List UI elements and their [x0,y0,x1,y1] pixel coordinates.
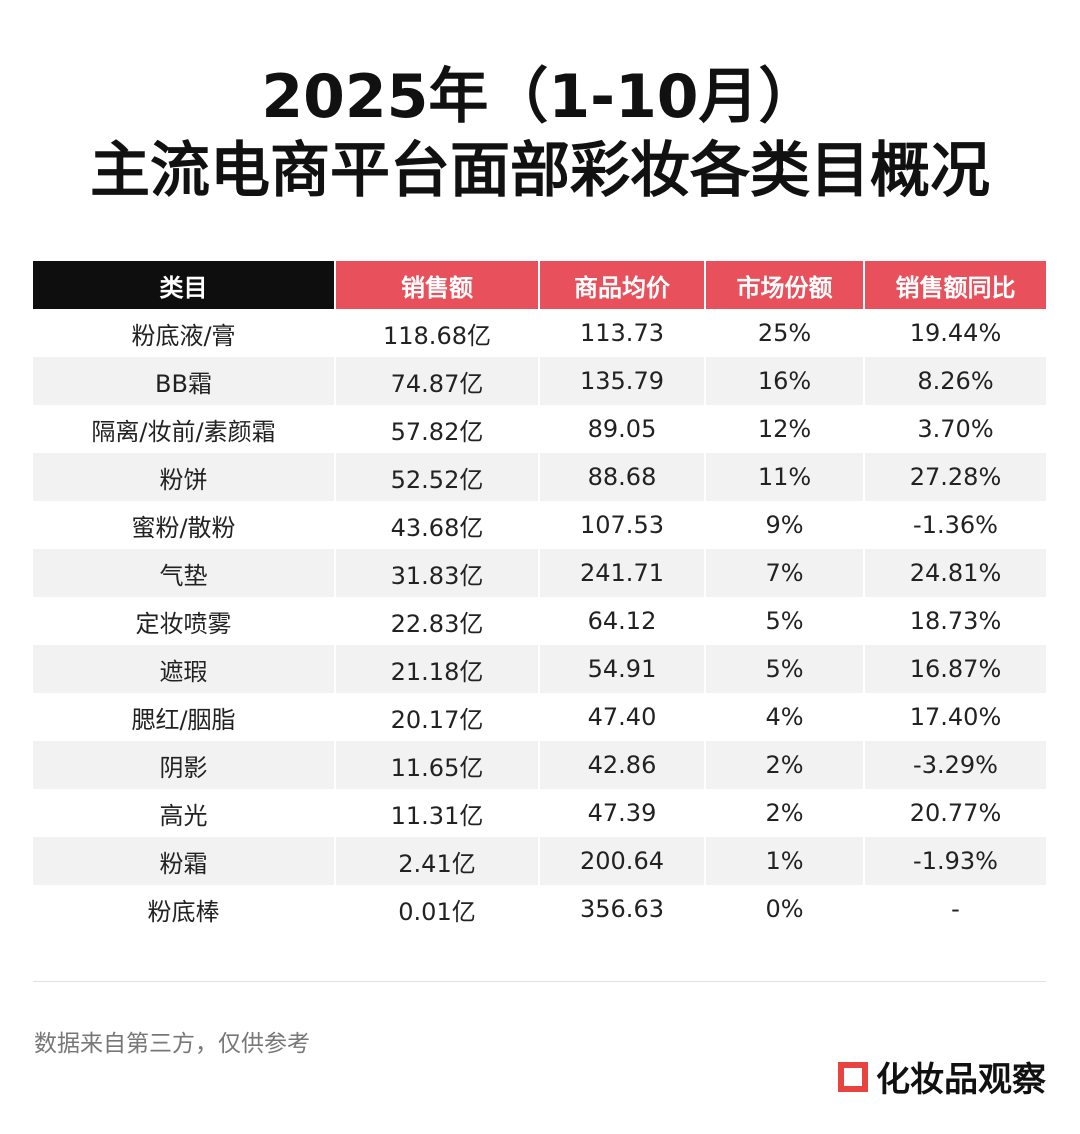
cell-sales-yoy: 18.73% [863,597,1046,645]
cell-market-share: 16% [704,357,864,405]
cell-category: BB霜 [33,357,335,405]
column-header-market-share: 市场份额 [704,261,864,309]
cell-sales: 11.65亿 [334,741,539,789]
column-header-sales-yoy: 销售额同比 [863,261,1046,309]
source-note: 数据来自第三方，仅供参考 [34,1031,310,1057]
cell-avg-price: 356.63 [538,885,705,933]
table-row: 粉霜 2.41亿 200.64 1% -1.93% [33,837,1046,885]
cell-sales-yoy: 8.26% [863,357,1046,405]
table-row: 粉底棒 0.01亿 356.63 0% - [33,885,1046,933]
cell-sales: 20.17亿 [334,693,539,741]
table-row: 遮瑕 21.18亿 54.91 5% 16.87% [33,645,1046,693]
footer-divider [33,981,1046,982]
cell-market-share: 7% [704,549,864,597]
cell-sales: 57.82亿 [334,405,539,453]
cell-avg-price: 54.91 [538,645,705,693]
column-header-category: 类目 [33,261,335,309]
table-row: BB霜 74.87亿 135.79 16% 8.26% [33,357,1046,405]
cell-sales: 22.83亿 [334,597,539,645]
cell-sales-yoy: 17.40% [863,693,1046,741]
cell-sales: 31.83亿 [334,549,539,597]
cell-sales-yoy: 16.87% [863,645,1046,693]
cell-market-share: 9% [704,501,864,549]
table-row: 气垫 31.83亿 241.71 7% 24.81% [33,549,1046,597]
cell-category: 高光 [159,801,208,830]
cell-avg-price: 135.79 [538,357,705,405]
table-row: 阴影 11.65亿 42.86 2% -3.29% [33,741,1046,789]
cell-sales: 11.31亿 [334,789,539,837]
cell-sales: 0.01亿 [334,885,539,933]
cell-category: 隔离/妆前/素颜霜 [91,417,276,446]
cell-market-share: 12% [704,405,864,453]
cell-market-share: 1% [704,837,864,885]
cell-category: 定妆喷雾 [135,609,232,638]
cell-avg-price: 89.05 [538,405,705,453]
cell-sales-yoy: -1.93% [863,837,1046,885]
cell-market-share: 2% [704,741,864,789]
cell-sales: 43.68亿 [334,501,539,549]
cell-avg-price: 42.86 [538,741,705,789]
cell-market-share: 5% [704,597,864,645]
cell-category: 粉底液/膏 [131,321,236,350]
cell-sales-yoy: - [863,885,1046,933]
cell-avg-price: 88.68 [538,453,705,501]
cell-category: 粉饼 [33,453,335,501]
cell-avg-price: 200.64 [538,837,705,885]
brand-logo: 化妆品观察 [838,1052,1046,1101]
cell-avg-price: 113.73 [538,309,705,357]
cell-category: 气垫 [33,549,335,597]
table-row: 腮红/胭脂 20.17亿 47.40 4% 17.40% [33,693,1046,741]
column-header-avg-price: 商品均价 [538,261,705,309]
cell-market-share: 2% [704,789,864,837]
cell-avg-price: 107.53 [538,501,705,549]
cell-market-share: 11% [704,453,864,501]
page-title: 2025年（1-10月） 主流电商平台面部彩妆各类目概况 [0,60,1080,208]
cell-avg-price: 241.71 [538,549,705,597]
cell-sales-yoy: -3.29% [863,741,1046,789]
table-row: 定妆喷雾 22.83亿 64.12 5% 18.73% [33,597,1046,645]
column-header-sales: 销售额 [334,261,539,309]
cell-category: 遮瑕 [33,645,335,693]
cell-sales: 118.68亿 [334,309,539,357]
cell-market-share: 5% [704,645,864,693]
cell-category: 蜜粉/散粉 [131,513,236,542]
square-logo-icon [838,1061,868,1092]
cell-sales-yoy: 19.44% [863,309,1046,357]
table-row: 粉底液/膏 118.68亿 113.73 25% 19.44% [33,309,1046,357]
table-row: 蜜粉/散粉 43.68亿 107.53 9% -1.36% [33,501,1046,549]
cell-sales: 52.52亿 [334,453,539,501]
cell-avg-price: 64.12 [538,597,705,645]
category-table: 类目 销售额 商品均价 市场份额 销售额同比 粉底液/膏 118.68亿 113.7… [33,261,1046,933]
cell-sales-yoy: 20.77% [863,789,1046,837]
table-header-row: 类目 销售额 商品均价 市场份额 销售额同比 [33,261,1046,309]
cell-category: 阴影 [33,741,335,789]
title-line-2: 主流电商平台面部彩妆各类目概况 [90,136,990,206]
table-row: 高光 11.31亿 47.39 2% 20.77% [33,789,1046,837]
cell-sales: 21.18亿 [334,645,539,693]
table-row: 粉饼 52.52亿 88.68 11% 27.28% [33,453,1046,501]
cell-category: 粉底棒 [147,897,220,926]
cell-sales-yoy: -1.36% [863,501,1046,549]
cell-sales-yoy: 24.81% [863,549,1046,597]
cell-market-share: 4% [704,693,864,741]
cell-sales: 2.41亿 [334,837,539,885]
cell-market-share: 0% [704,885,864,933]
table-row: 隔离/妆前/素颜霜 57.82亿 89.05 12% 3.70% [33,405,1046,453]
cell-sales-yoy: 3.70% [863,405,1046,453]
title-line-1: 2025年（1-10月） [261,62,819,132]
cell-avg-price: 47.39 [538,789,705,837]
cell-market-share: 25% [704,309,864,357]
cell-sales: 74.87亿 [334,357,539,405]
cell-avg-price: 47.40 [538,693,705,741]
cell-category: 粉霜 [33,837,335,885]
cell-sales-yoy: 27.28% [863,453,1046,501]
cell-category: 腮红/胭脂 [131,705,236,734]
brand-name: 化妆品观察 [876,1060,1046,1100]
